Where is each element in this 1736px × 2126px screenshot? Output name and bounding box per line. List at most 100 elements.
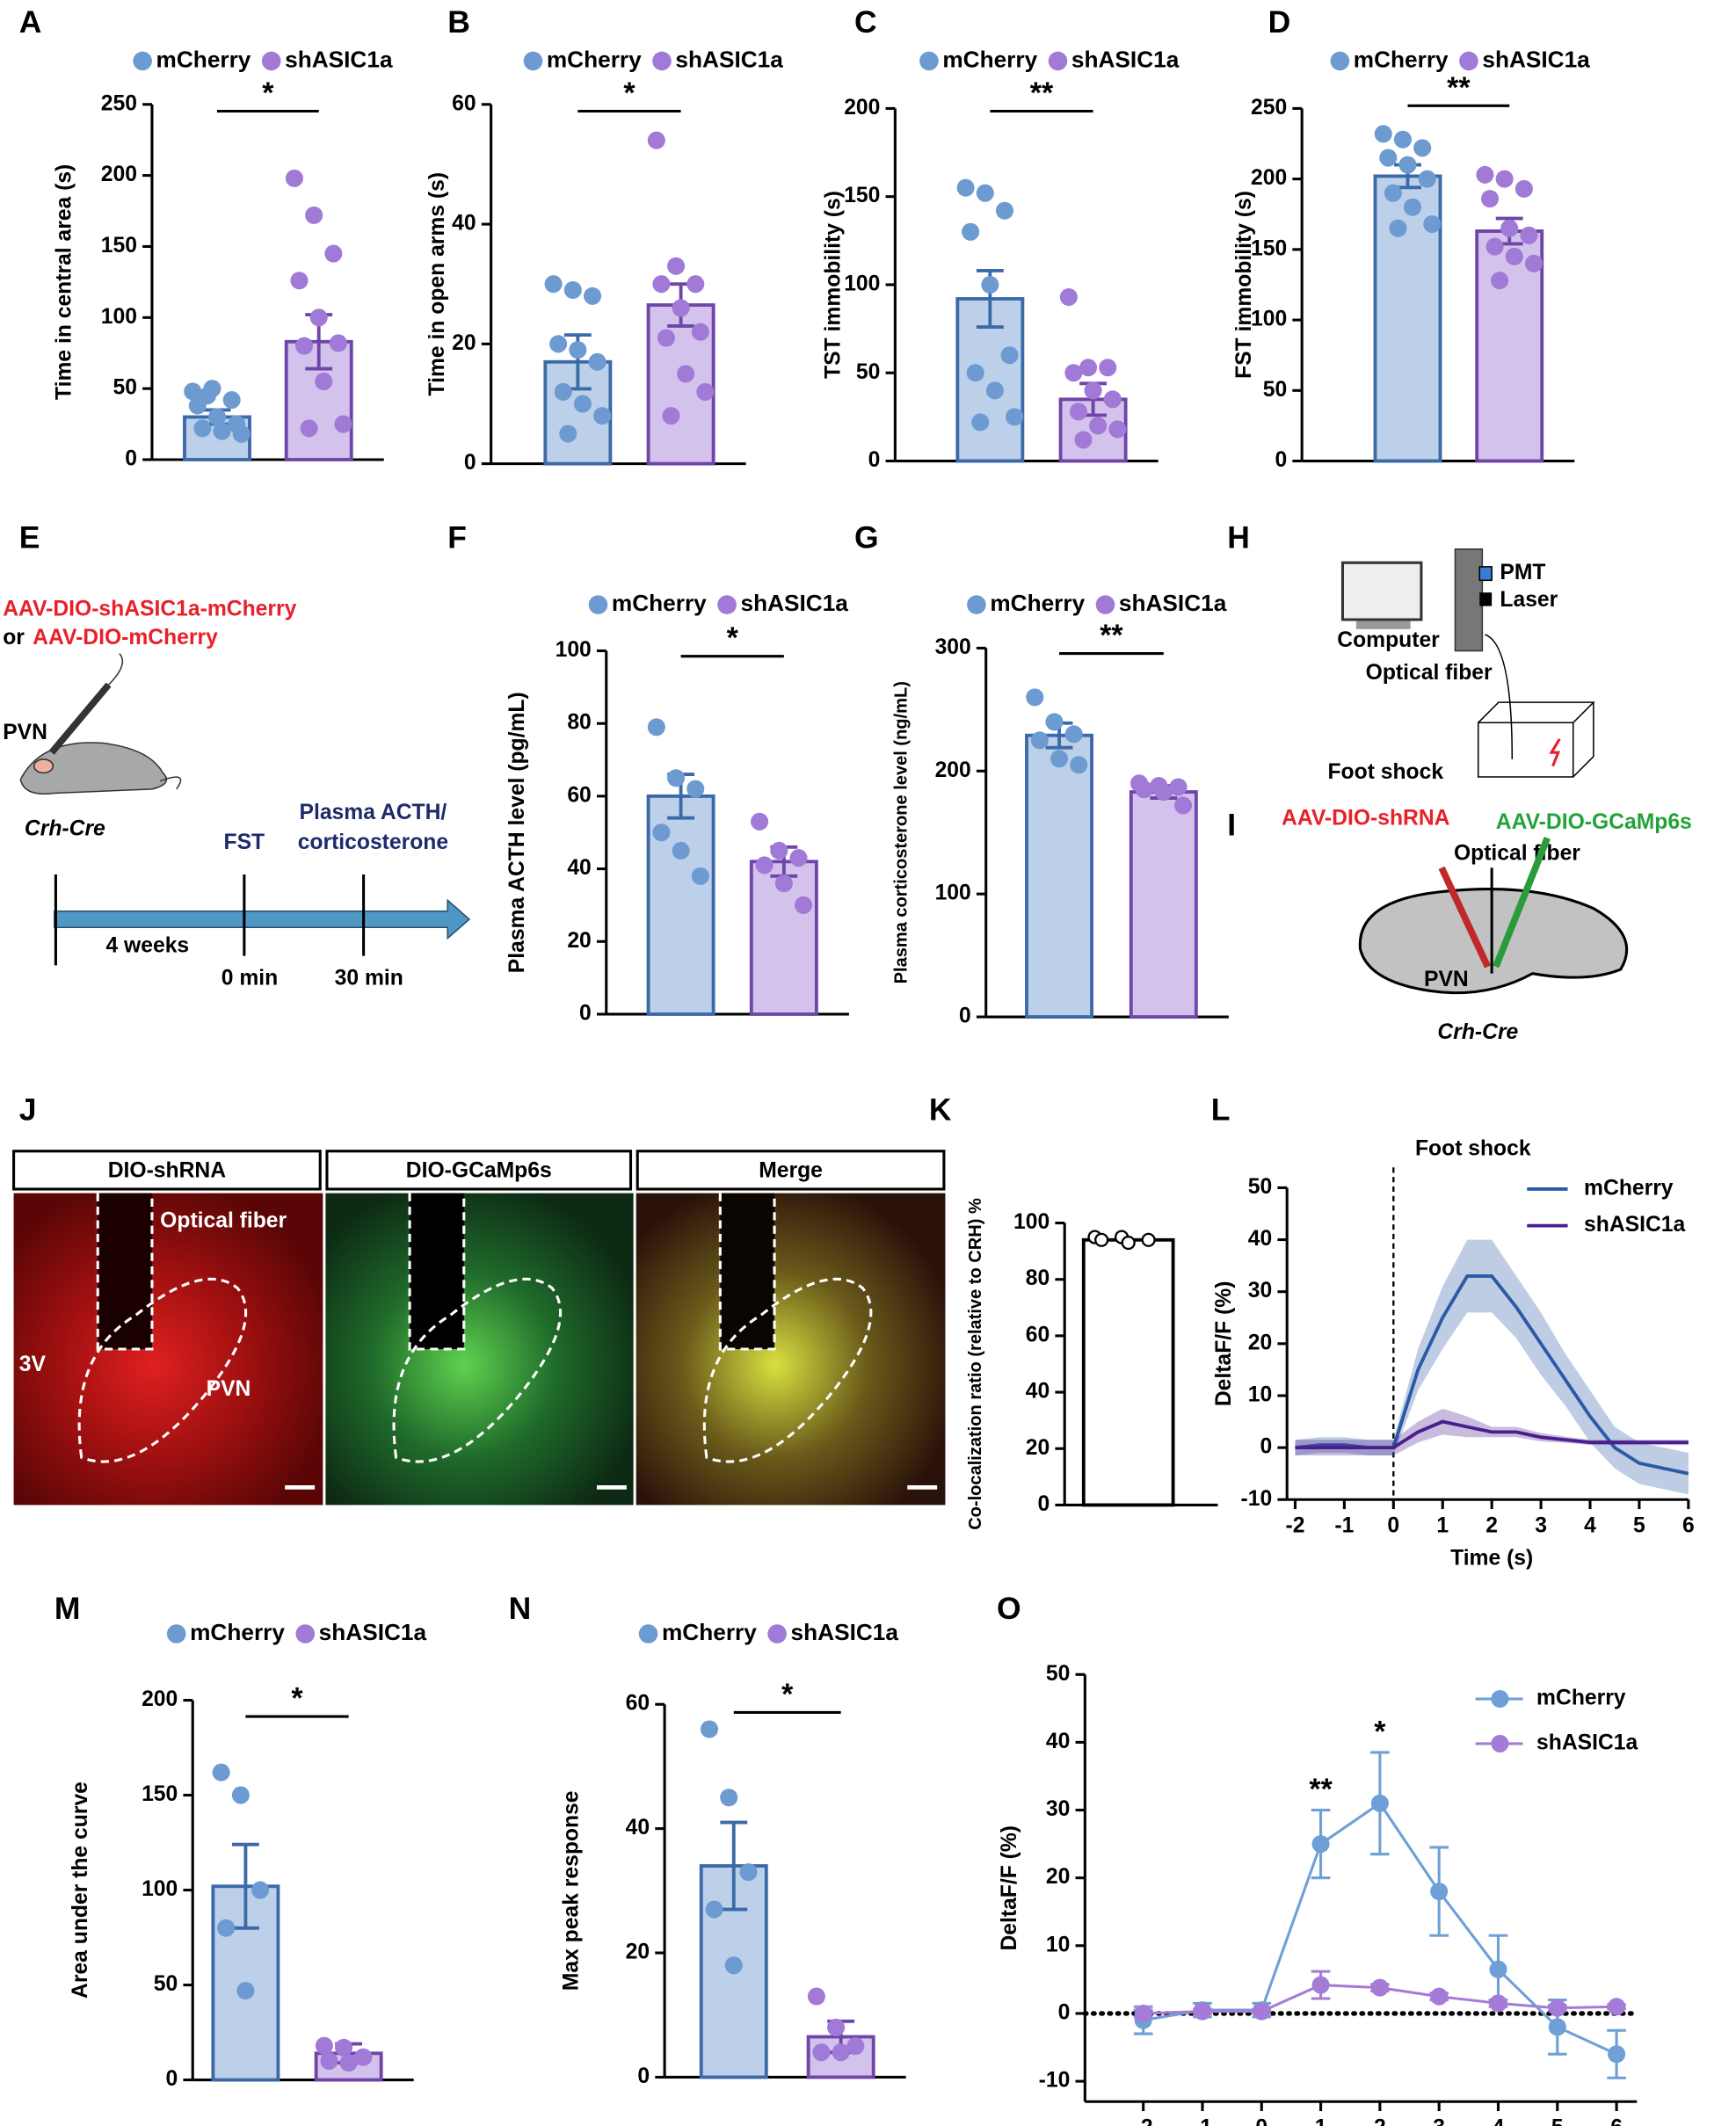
data-point [1253, 2002, 1271, 2021]
x-tick-label: 2 [1485, 1514, 1498, 1538]
data-point [549, 335, 568, 353]
legend-label: shASIC1a [1482, 46, 1590, 72]
legend-marker [166, 1624, 186, 1643]
y-tick-label: 100 [142, 1877, 178, 1901]
legend-label: shASIC1a [1584, 1213, 1685, 1237]
fiber [1485, 634, 1514, 759]
legend-label: mCherry [1536, 1687, 1626, 1710]
y-tick-label: 200 [1251, 166, 1287, 190]
panel-label: N [509, 1591, 532, 1626]
data-point [956, 178, 975, 197]
data-point [751, 812, 769, 831]
panel-e: AAV-DIO-shASIC1a-mCherry or AAV-DIO-mChe… [3, 598, 471, 990]
data-point [1430, 1883, 1449, 1901]
data-point [807, 1987, 825, 2006]
legend-label: mCherry [990, 590, 1085, 616]
keyboard [1355, 620, 1411, 629]
data-point [677, 365, 695, 383]
data-point [691, 323, 709, 341]
y-tick-label: 40 [452, 212, 476, 236]
y-tick-label: 40 [1026, 1380, 1050, 1404]
micrograph [636, 1193, 946, 1506]
legend-label: mCherry [612, 590, 707, 616]
data-point [1064, 364, 1083, 382]
data-point [1548, 2018, 1566, 2036]
legend-label: shASIC1a [285, 46, 393, 72]
period-label: 4 weeks [105, 933, 189, 957]
y-axis-label: Area under the curve [69, 1781, 92, 1999]
virus-label: AAV-DIO-shASIC1a-mCherry [3, 598, 296, 621]
y-tick-label: 100 [1013, 1210, 1050, 1234]
data-point [981, 275, 999, 294]
data-point [207, 408, 227, 426]
region-label: PVN [207, 1377, 251, 1401]
x-axis-label: Time (s) [1450, 1547, 1533, 1571]
data-point [647, 131, 665, 149]
panel-j: DIO-shRNA DIO-GCaMp6s Merge Optical fibe… [12, 1150, 946, 1506]
x-tick-label: 4 [1584, 1514, 1596, 1538]
data-point [1074, 431, 1093, 449]
data-point [1370, 1978, 1389, 1997]
panel-label: K [929, 1092, 952, 1127]
outline [392, 1193, 563, 1463]
shock-icon [1549, 737, 1561, 767]
y-tick-label: 20 [626, 1941, 650, 1964]
fiber-track [410, 1193, 464, 1350]
data-point [1608, 2045, 1626, 2064]
data-point [1520, 226, 1538, 244]
data-point [705, 1900, 723, 1919]
legend-label: shASIC1a [675, 46, 783, 72]
data-point [755, 856, 774, 874]
data-point [686, 275, 705, 294]
data-point [1430, 1987, 1449, 2006]
y-tick-label: 0 [1058, 2000, 1071, 2024]
y-tick-label: 200 [142, 1687, 178, 1711]
laser-label: Laser [1500, 588, 1558, 612]
data-point [569, 341, 587, 359]
data-point [667, 257, 686, 275]
legend-label: mCherry [156, 46, 251, 72]
panel-i: AAV-DIO-shRNA AAV-DIO-GCaMp6s Optical fi… [1282, 806, 1692, 1044]
line [1295, 1419, 1689, 1450]
data-point [231, 1786, 250, 1804]
data-point [295, 337, 314, 355]
x-tick-label: -1 [1334, 1514, 1354, 1538]
y-tick-label: 50 [1046, 1662, 1070, 1686]
y-tick-label: 0 [637, 2064, 650, 2088]
data-point [354, 2048, 373, 2066]
legend-marker [1491, 1734, 1509, 1752]
data-point [1393, 130, 1412, 149]
time-label: 0 min [222, 966, 278, 990]
data-point [1311, 1835, 1330, 1854]
data-point [812, 2043, 831, 2062]
y-tick-label: 60 [567, 783, 591, 807]
shock-label: Foot shock [1327, 760, 1443, 784]
brain [1358, 888, 1629, 995]
or-label: or [3, 626, 25, 649]
y-axis-label: DeltaF/F (%) [998, 1825, 1021, 1951]
panel-label: E [19, 519, 40, 555]
legend-marker [588, 595, 608, 614]
data-point [1384, 184, 1402, 202]
data-point [1174, 796, 1193, 815]
legend-marker [717, 595, 737, 614]
data-point [1495, 170, 1514, 188]
y-tick-label: 50 [154, 1972, 178, 1996]
data-point [251, 1881, 270, 1899]
data-point [212, 1763, 230, 1781]
legend-label: mCherry [1354, 46, 1449, 72]
y-tick-label: 50 [1263, 378, 1287, 402]
bar [1129, 790, 1198, 1019]
panel-h: PMT Laser Computer Optical fiber Foot sh… [1327, 548, 1595, 784]
data-point [1069, 403, 1087, 421]
panel-label: C [854, 4, 877, 40]
x-tick-label: 2 [1374, 2116, 1386, 2126]
image-title: DIO-shRNA [108, 1158, 227, 1182]
data-point [339, 2054, 358, 2072]
syringe [48, 682, 112, 755]
x-tick-label: 6 [1610, 2116, 1623, 2126]
mouse-label: Crh-Cre [25, 817, 105, 841]
y-tick-label: 50 [113, 376, 137, 400]
data-point [193, 419, 212, 438]
data-point [985, 381, 1004, 400]
